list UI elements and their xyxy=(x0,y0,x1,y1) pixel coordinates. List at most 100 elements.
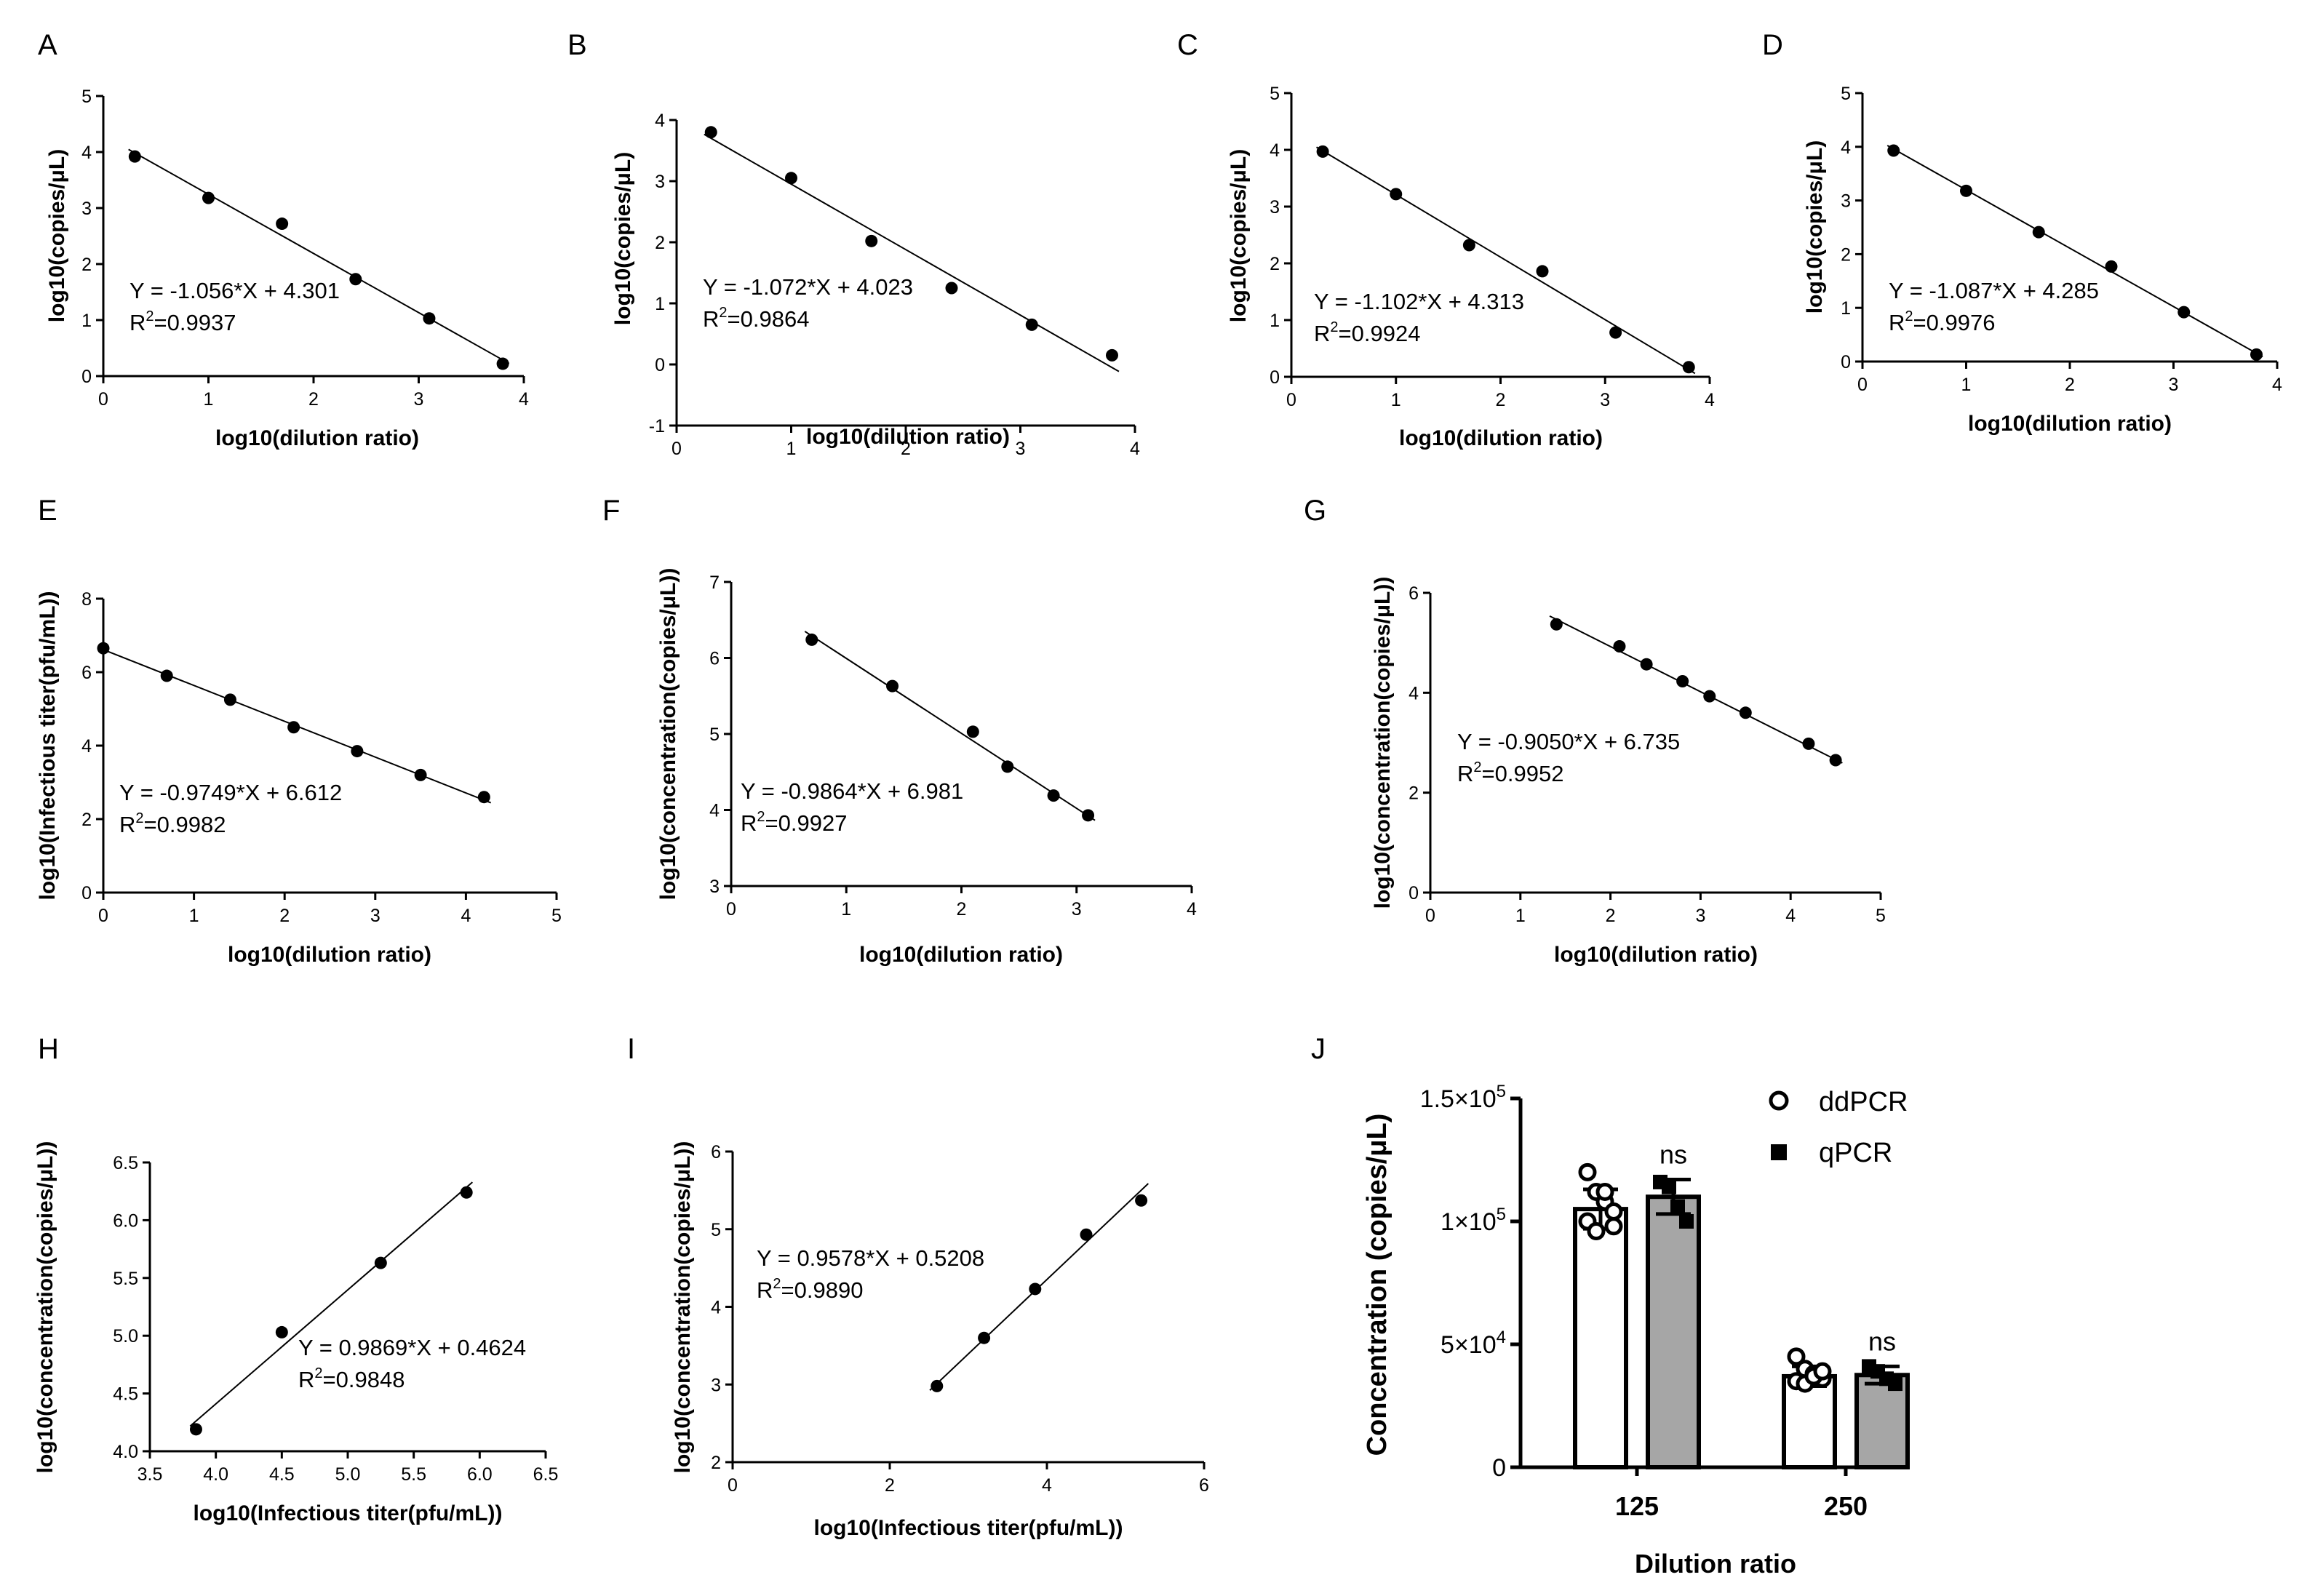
y-tick-label: 2 xyxy=(81,255,92,275)
data-point xyxy=(351,745,364,758)
y-tick-exponent: 4 xyxy=(1497,1328,1506,1347)
x-tick-label: 4 xyxy=(1130,439,1140,459)
equation-text: Y = -1.102*X + 4.313 xyxy=(1314,289,1524,314)
x-tick-label: 0 xyxy=(1286,390,1296,410)
y-axis-title: log10(Infectious titer(pfu/mL)) xyxy=(36,591,60,901)
data-point xyxy=(1802,737,1815,750)
data-point xyxy=(97,642,110,655)
x-tick-label: 5 xyxy=(1876,906,1886,926)
y-tick-label: 0 xyxy=(1492,1454,1506,1482)
data-point xyxy=(1640,658,1653,671)
x-axis-title: log10(dilution ratio) xyxy=(1399,426,1603,450)
data-point xyxy=(1550,618,1563,631)
data-point xyxy=(805,633,818,646)
y-tick-label: 0 xyxy=(81,367,92,387)
qpcr-bar xyxy=(1646,1194,1701,1469)
r-squared-text: R2=0.9924 xyxy=(1314,319,1420,346)
panel-letter: F xyxy=(602,495,620,527)
r-squared-superscript: 2 xyxy=(1473,759,1481,775)
data-point xyxy=(2105,260,2118,273)
y-tick-label: 3 xyxy=(655,172,665,192)
y-tick-label: 6 xyxy=(711,1142,721,1162)
data-point xyxy=(704,126,717,139)
y-tick-label: 5 xyxy=(81,87,92,107)
data-point xyxy=(477,791,490,804)
data-point xyxy=(223,693,236,706)
data-point xyxy=(460,1186,473,1199)
x-tick-label: 2 xyxy=(901,439,911,459)
y-tick-label: 5 xyxy=(711,1220,721,1240)
x-tick-label: 1 xyxy=(1391,390,1401,410)
qpcr-point xyxy=(1670,1199,1685,1214)
x-tick-label: 4 xyxy=(1705,390,1715,410)
x-tick-label: 3 xyxy=(414,389,424,410)
r-squared-superscript: 2 xyxy=(757,809,765,825)
x-tick-label: 0 xyxy=(726,899,736,919)
data-point xyxy=(275,1325,288,1338)
data-point xyxy=(886,679,899,693)
panel-letter: E xyxy=(38,495,57,527)
x-axis-title: log10(dilution ratio) xyxy=(1554,943,1758,967)
x-tick-label: 0 xyxy=(1425,906,1435,926)
r-squared-superscript: 2 xyxy=(773,1276,781,1292)
r-squared-superscript: 2 xyxy=(135,810,143,826)
x-tick-label: 4 xyxy=(1042,1475,1052,1496)
x-tick-label: 2 xyxy=(885,1475,895,1496)
data-point xyxy=(1739,706,1752,719)
panel-B: B 0 1 2 3 4 -1 0 1 2 3 4 log10(dilution ratio) log10(… xyxy=(567,29,1140,459)
panel-letter: D xyxy=(1762,29,1783,61)
equation-text: Y = -1.087*X + 4.285 xyxy=(1889,278,2099,303)
regression-line xyxy=(804,631,1096,821)
y-tick-label: 4 xyxy=(711,1298,721,1318)
y-tick-label: 2 xyxy=(81,810,92,830)
panel-letter: B xyxy=(567,29,587,61)
y-tick-base: 0 xyxy=(1492,1454,1506,1482)
data-point xyxy=(785,172,797,185)
r-squared-superscript: 2 xyxy=(146,308,154,324)
r-squared-label: R xyxy=(1889,310,1905,335)
y-tick-label: 1 xyxy=(1841,298,1851,319)
data-point xyxy=(189,1423,202,1436)
equation-text: Y = -0.9864*X + 6.981 xyxy=(741,778,963,804)
y-tick-exponent: 5 xyxy=(1497,1205,1506,1224)
ddpcr-bar xyxy=(1573,1207,1628,1469)
data-point xyxy=(496,357,509,370)
equation-text: Y = -1.072*X + 4.023 xyxy=(703,274,913,300)
x-tick-label: 4 xyxy=(1785,906,1796,926)
y-tick-label: 2 xyxy=(1270,254,1280,274)
data-point xyxy=(1829,754,1842,767)
r-squared-text: R2=0.9937 xyxy=(130,308,236,335)
x-axis-title: log10(dilution ratio) xyxy=(806,425,1010,449)
r-squared-text: R2=0.9890 xyxy=(757,1276,863,1303)
x-axis-title: log10(dilution ratio) xyxy=(859,943,1063,967)
r-squared-text: R2=0.9927 xyxy=(741,809,847,836)
y-tick-label: 6.0 xyxy=(113,1210,138,1231)
r-squared-label: R xyxy=(757,1277,773,1303)
legend-qpcr-marker xyxy=(1771,1144,1787,1160)
y-axis-title: log10(concentration(copies/μL)) xyxy=(671,1141,695,1474)
panel-C: C 0 1 2 3 4 0 1 2 3 4 5 log10(dilution ratio) log10(c… xyxy=(1177,29,1715,450)
r-squared-value: =0.9927 xyxy=(765,810,848,836)
y-tick-label: 0 xyxy=(1841,352,1851,372)
y-tick-label: 3 xyxy=(81,199,92,219)
panel-letter: A xyxy=(38,29,57,61)
x-tick-label: 2 xyxy=(1606,906,1616,926)
y-tick-label: 1.5×105 xyxy=(1420,1082,1506,1113)
y-tick-label: 5 xyxy=(1841,84,1851,104)
y-tick-label: 0 xyxy=(655,355,665,375)
y-tick-label: 1 xyxy=(1270,311,1280,331)
r-squared-value: =0.9864 xyxy=(728,306,810,332)
x-tick-label: 0 xyxy=(98,906,108,926)
panel-E: E 0 1 2 3 4 5 0 2 4 6 8 log10(dilution ratio) log10(I… xyxy=(36,495,562,967)
x-tick-label: 1 xyxy=(1515,906,1526,926)
y-tick-label: 7 xyxy=(709,572,720,593)
y-tick-label: 4 xyxy=(1408,683,1419,703)
y-tick-label: 3 xyxy=(1270,197,1280,218)
y-tick-label: 4 xyxy=(655,111,665,131)
x-tick-label: 0 xyxy=(98,389,108,410)
y-tick-label: 4 xyxy=(81,143,92,163)
r-squared-value: =0.9952 xyxy=(1482,761,1564,786)
